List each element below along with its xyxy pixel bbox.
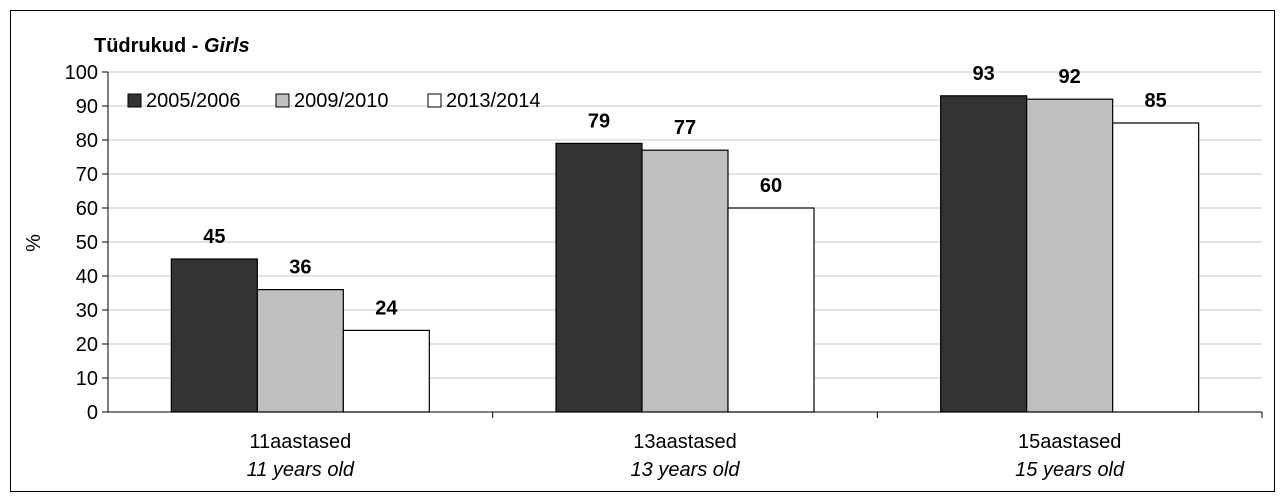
y-tick-label: 50 [76, 232, 98, 254]
legend-label: 2005/2006 [146, 90, 241, 112]
y-tick-label: 70 [76, 164, 98, 186]
data-label: 60 [760, 175, 782, 197]
y-axis: 0 10 20 30 40 50 60 70 80 90 100 [65, 62, 109, 424]
y-tick-label: 100 [65, 62, 98, 84]
data-label: 79 [588, 110, 610, 132]
y-tick-label: 30 [76, 300, 98, 322]
data-labels: 45 36 24 79 77 60 93 92 85 [203, 63, 1167, 320]
bar [641, 149, 729, 413]
y-tick-label: 60 [76, 198, 98, 220]
data-label: 77 [674, 117, 696, 139]
y-tick-label: 10 [76, 368, 98, 390]
data-label: 92 [1059, 66, 1081, 88]
x-category-sublabel: 11 years old [247, 459, 355, 481]
data-label: 93 [973, 63, 995, 85]
y-tick-label: 0 [87, 402, 98, 424]
legend-label: 2009/2010 [294, 90, 389, 112]
chart-title-italic: Girls [204, 35, 250, 57]
data-label: 45 [203, 226, 225, 248]
bar [940, 95, 1028, 413]
bar [256, 289, 344, 413]
chart-title-main: Tüdrukud - [94, 35, 204, 57]
x-category-label: 15aastased [1018, 431, 1121, 453]
bar [342, 329, 430, 413]
data-label: 85 [1145, 90, 1167, 112]
y-tick-label: 20 [76, 334, 98, 356]
x-axis: 11aastased 11 years old 13aastased 13 years… [108, 411, 1263, 481]
x-category-sublabel: 15 years old [1015, 459, 1125, 481]
legend: 2005/2006 2009/2010 2013/2014 [127, 90, 541, 112]
legend-label: 2013/2014 [446, 90, 541, 112]
y-axis-label: % [23, 234, 45, 252]
legend-swatch [275, 93, 290, 108]
legend-swatch [127, 93, 142, 108]
data-label: 36 [289, 257, 311, 279]
y-tick-label: 80 [76, 130, 98, 152]
data-label: 24 [375, 297, 398, 319]
bar [1026, 98, 1114, 413]
bar [555, 142, 643, 413]
y-tick-label: 40 [76, 266, 98, 288]
bar [170, 258, 258, 413]
bar [1112, 122, 1200, 413]
x-category-label: 11aastased [249, 431, 351, 453]
x-category-label: 13aastased [633, 431, 736, 453]
bar [727, 207, 815, 413]
chart-title: Tüdrukud - Girls [94, 35, 250, 57]
legend-swatch [427, 93, 442, 108]
y-tick-label: 90 [76, 96, 98, 118]
bars [170, 95, 1200, 413]
x-category-sublabel: 13 years old [631, 459, 741, 481]
